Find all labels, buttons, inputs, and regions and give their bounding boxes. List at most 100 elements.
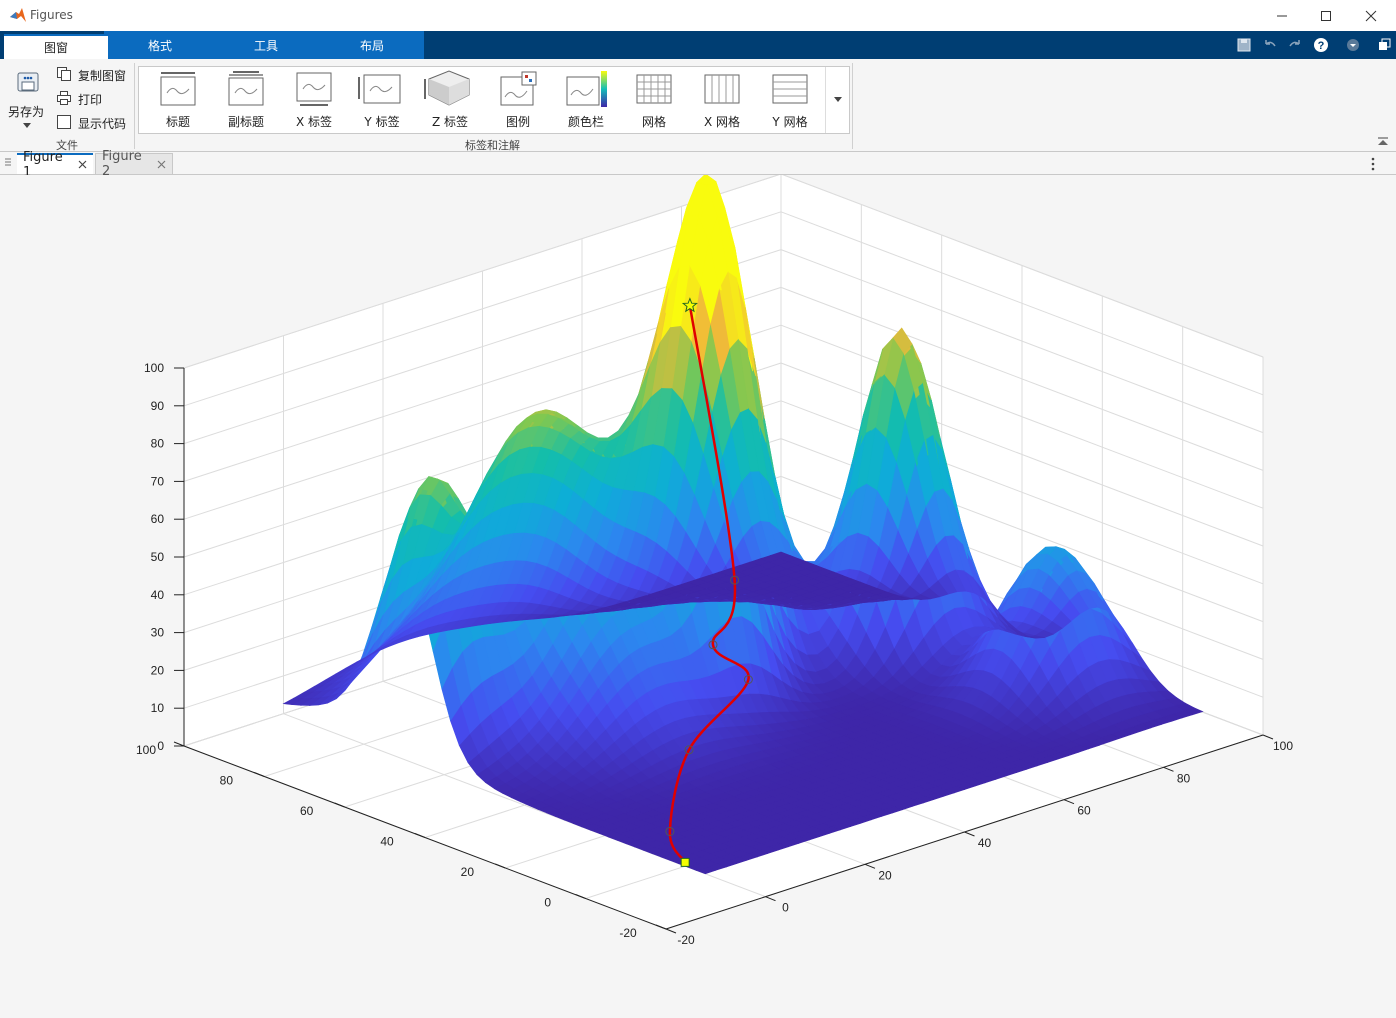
- help-button[interactable]: ?: [1311, 36, 1331, 54]
- xlabel-icon: [296, 72, 332, 106]
- z-tick-label: 10: [151, 701, 165, 715]
- grid-line: [780, 173, 1264, 358]
- minimize-button[interactable]: [1259, 0, 1305, 31]
- close-icon[interactable]: [157, 160, 166, 169]
- ribbon-options-button[interactable]: [1343, 36, 1363, 54]
- y-tick-label: 100: [136, 743, 156, 757]
- file-group-label: 文件: [56, 139, 78, 152]
- x-tick-label: 60: [1077, 804, 1091, 818]
- close-icon[interactable]: [78, 160, 87, 169]
- title-icon: [160, 72, 196, 106]
- tab-figure-1[interactable]: Figure 1: [17, 150, 93, 180]
- close-icon: [1365, 10, 1377, 21]
- y-tick-label: 40: [380, 835, 394, 849]
- tab-layout[interactable]: 布局: [359, 38, 384, 53]
- title-label: 标题: [165, 115, 190, 129]
- subtitle-button[interactable]: 副标题: [212, 67, 280, 133]
- maximize-button[interactable]: [1303, 0, 1349, 31]
- path-marker: [708, 640, 718, 650]
- colorbar-button[interactable]: 颜色栏: [552, 67, 620, 133]
- tab-figure[interactable]: 图窗: [4, 34, 108, 59]
- quick-save-button[interactable]: [1234, 36, 1254, 54]
- y-tick: [575, 894, 586, 899]
- copy-figure-label: 复制图窗: [78, 69, 127, 83]
- annotation-gallery: 标题 副标题 X 标签 Y 标签 Z 标签 图例 颜色栏 网格 X 网格 Y 网…: [138, 66, 850, 134]
- z-tick-label: 30: [151, 626, 165, 640]
- title-button[interactable]: 标题: [144, 67, 212, 133]
- path-marker: [743, 674, 753, 684]
- undock-icon: [1379, 38, 1391, 50]
- surface: [282, 173, 1204, 875]
- tab-format[interactable]: 格式: [147, 38, 172, 53]
- help-icon: ?: [1314, 38, 1328, 52]
- x-tick-label: 80: [1177, 771, 1191, 785]
- xgrid-label: X 网格: [703, 115, 741, 129]
- save-as-label: 另存为: [8, 105, 45, 119]
- surface-patch: [282, 697, 304, 706]
- grid-line: [780, 211, 1264, 396]
- z-tick-label: 40: [151, 588, 165, 602]
- collapse-ribbon-icon[interactable]: [1377, 137, 1389, 147]
- grid-button[interactable]: 网格: [620, 67, 688, 133]
- x-tick-label: 20: [878, 868, 892, 882]
- path-start-marker: [680, 857, 690, 867]
- print-button[interactable]: 打印: [54, 89, 132, 107]
- y-tick: [655, 924, 667, 930]
- x-tick: [1063, 799, 1075, 805]
- tab-figure-2[interactable]: Figure 2: [95, 149, 173, 179]
- xgrid-button[interactable]: X 网格: [688, 67, 756, 133]
- print-label: 打印: [78, 93, 103, 107]
- tab-figure-1-label: Figure 1: [23, 149, 63, 180]
- x-tick-label: 100: [1273, 739, 1293, 753]
- chevron-down-icon: [1347, 39, 1359, 51]
- zlabel-button[interactable]: Z 标签: [416, 67, 484, 133]
- tab-tools[interactable]: 工具: [253, 38, 278, 53]
- copy-figure-button[interactable]: 复制图窗: [54, 65, 132, 83]
- x-tick-label: 40: [978, 836, 992, 850]
- legend-button[interactable]: 图例: [484, 67, 552, 133]
- undock-button[interactable]: [1374, 36, 1394, 54]
- x-tick: [964, 831, 975, 837]
- ylabel-button[interactable]: Y 标签: [348, 67, 416, 133]
- zlabel-label: Z 标签: [431, 115, 469, 129]
- save-as-icon: [17, 72, 39, 92]
- chevron-down-icon: [834, 97, 842, 102]
- undo-button[interactable]: [1260, 36, 1280, 54]
- save-icon: [1237, 38, 1251, 52]
- subtitle-icon: [228, 71, 264, 106]
- grid-line: [780, 249, 1264, 434]
- more-options-icon[interactable]: [1370, 157, 1376, 171]
- ygrid-icon: [772, 74, 808, 104]
- chevron-down-icon: [23, 123, 31, 128]
- z-tick-label: 100: [144, 361, 164, 375]
- xlabel-label: X 标签: [295, 115, 333, 129]
- ylabel-icon: [358, 74, 401, 104]
- surface-plot[interactable]: 0 10 20 30 40 50 60 70 80 90 100 -20 0 20 40 60 80 100 -20…: [0, 173, 1396, 1015]
- redo-button[interactable]: [1285, 36, 1305, 54]
- y-tick-label: 20: [461, 865, 475, 879]
- z-tick-label: 60: [151, 512, 165, 526]
- maximize-icon: [1321, 10, 1331, 21]
- legend-icon: [500, 71, 537, 106]
- close-button[interactable]: [1348, 0, 1394, 31]
- show-code-checkbox[interactable]: 显示代码: [54, 113, 132, 131]
- redo-icon: [1289, 40, 1300, 47]
- legend-label: 图例: [505, 115, 530, 129]
- grid-line: [780, 286, 1264, 471]
- xlabel-button[interactable]: X 标签: [280, 67, 348, 133]
- gallery-expand-button[interactable]: [825, 67, 849, 133]
- figure-canvas: 0 10 20 30 40 50 60 70 80 90 100 -20 0 20 40 60 80 100 -20…: [0, 173, 1396, 1015]
- ygrid-button[interactable]: Y 网格: [756, 67, 824, 133]
- grid-line: [183, 173, 782, 369]
- title-bar: Figures: [0, 0, 1396, 31]
- save-as-button[interactable]: 另存为: [6, 65, 48, 135]
- zlabel-icon: [424, 70, 470, 106]
- y-tick: [414, 833, 426, 838]
- y-tick-label: 60: [300, 804, 314, 818]
- path-line: [668, 305, 750, 864]
- printer-icon: [57, 91, 71, 105]
- undo-icon: [1265, 40, 1276, 47]
- grid-line: [780, 324, 1264, 509]
- drag-handle-icon[interactable]: [5, 157, 11, 169]
- checkbox-icon: [57, 115, 71, 129]
